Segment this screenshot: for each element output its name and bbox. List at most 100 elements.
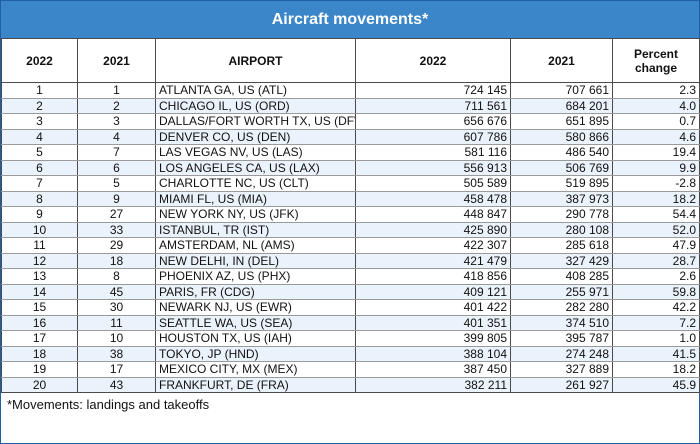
cell-movements-2021: 651 895: [510, 113, 613, 130]
cell-rank-2022: 3: [1, 113, 78, 130]
cell-rank-2022: 19: [1, 361, 78, 378]
table-row: 16 11 SEATTLE WA, US (SEA) 401 351 374 510 7.…: [1, 315, 700, 331]
cell-movements-2021: 261 927: [510, 377, 613, 393]
cell-rank-2022: 9: [1, 206, 78, 223]
cell-rank-2021: 27: [77, 206, 156, 223]
cell-rank-2021: 5: [77, 175, 156, 192]
cell-rank-2022: 17: [1, 330, 78, 347]
cell-rank-2021: 2: [77, 98, 156, 114]
cell-rank-2021: 43: [77, 377, 156, 393]
cell-percent-change: 18.2: [612, 191, 700, 207]
cell-airport: ISTANBUL, TR (IST): [155, 222, 356, 238]
cell-movements-2022: 656 676: [355, 113, 511, 130]
cell-movements-2021: 374 510: [510, 315, 613, 331]
table-title: Aircraft movements*: [1, 1, 699, 38]
table-row: 13 8 PHOENIX AZ, US (PHX) 418 856 408 285 2.6: [1, 268, 700, 285]
cell-airport: NEWARK NJ, US (EWR): [155, 299, 356, 316]
cell-rank-2022: 2: [1, 98, 78, 114]
cell-rank-2021: 18: [77, 253, 156, 269]
cell-rank-2021: 9: [77, 191, 156, 207]
cell-airport: LOS ANGELES CA, US (LAX): [155, 160, 356, 176]
cell-rank-2022: 4: [1, 129, 78, 145]
cell-movements-2022: 409 121: [355, 284, 511, 300]
header-movements-2021: 2021: [510, 38, 613, 83]
cell-airport: FRANKFURT, DE (FRA): [155, 377, 356, 393]
cell-movements-2022: 724 145: [355, 82, 511, 99]
cell-movements-2022: 448 847: [355, 206, 511, 223]
cell-rank-2022: 18: [1, 346, 78, 362]
cell-rank-2021: 3: [77, 113, 156, 130]
table-row: 20 43 FRANKFURT, DE (FRA) 382 211 261 927 45.…: [1, 377, 700, 393]
cell-rank-2022: 12: [1, 253, 78, 269]
cell-rank-2021: 29: [77, 237, 156, 254]
cell-movements-2021: 387 973: [510, 191, 613, 207]
cell-airport: MIAMI FL, US (MIA): [155, 191, 356, 207]
cell-rank-2022: 16: [1, 315, 78, 331]
cell-movements-2022: 401 422: [355, 299, 511, 316]
cell-percent-change: 41.5: [612, 346, 700, 362]
cell-airport: TOKYO, JP (HND): [155, 346, 356, 362]
cell-percent-change: 45.9: [612, 377, 700, 393]
cell-movements-2022: 401 351: [355, 315, 511, 331]
cell-rank-2022: 20: [1, 377, 78, 393]
cell-percent-change: 42.2: [612, 299, 700, 316]
header-airport: AIRPORT: [155, 38, 356, 83]
cell-movements-2022: 607 786: [355, 129, 511, 145]
cell-airport: NEW DELHI, IN (DEL): [155, 253, 356, 269]
table-row: 6 6 LOS ANGELES CA, US (LAX) 556 913 506 769…: [1, 160, 700, 176]
cell-rank-2022: 5: [1, 144, 78, 161]
cell-movements-2022: 425 890: [355, 222, 511, 238]
cell-movements-2021: 580 866: [510, 129, 613, 145]
cell-rank-2021: 30: [77, 299, 156, 316]
cell-movements-2021: 285 618: [510, 237, 613, 254]
cell-rank-2022: 11: [1, 237, 78, 254]
cell-movements-2021: 274 248: [510, 346, 613, 362]
cell-movements-2021: 282 280: [510, 299, 613, 316]
header-movements-2022: 2022: [355, 38, 511, 83]
cell-percent-change: 52.0: [612, 222, 700, 238]
cell-movements-2021: 506 769: [510, 160, 613, 176]
table-row: 14 45 PARIS, FR (CDG) 409 121 255 971 59.8: [1, 284, 700, 300]
table-row: 3 3 DALLAS/FORT WORTH TX, US (DFW) 656 676 6…: [1, 113, 700, 130]
header-percent-change: Percent change: [612, 38, 700, 83]
cell-rank-2022: 14: [1, 284, 78, 300]
table-row: 15 30 NEWARK NJ, US (EWR) 401 422 282 280 42.…: [1, 299, 700, 316]
table-row: 8 9 MIAMI FL, US (MIA) 458 478 387 973 18.2: [1, 191, 700, 207]
cell-rank-2021: 11: [77, 315, 156, 331]
table-row: 18 38 TOKYO, JP (HND) 388 104 274 248 41.5: [1, 346, 700, 362]
cell-airport: CHICAGO IL, US (ORD): [155, 98, 356, 114]
cell-airport: PHOENIX AZ, US (PHX): [155, 268, 356, 285]
cell-movements-2021: 255 971: [510, 284, 613, 300]
cell-percent-change: 18.2: [612, 361, 700, 378]
cell-rank-2021: 4: [77, 129, 156, 145]
cell-percent-change: 59.8: [612, 284, 700, 300]
cell-rank-2021: 17: [77, 361, 156, 378]
cell-airport: DALLAS/FORT WORTH TX, US (DFW): [155, 113, 356, 130]
cell-rank-2022: 6: [1, 160, 78, 176]
cell-airport: ATLANTA GA, US (ATL): [155, 82, 356, 99]
cell-movements-2021: 707 661: [510, 82, 613, 99]
cell-movements-2022: 505 589: [355, 175, 511, 192]
cell-airport: LAS VEGAS NV, US (LAS): [155, 144, 356, 161]
cell-rank-2021: 7: [77, 144, 156, 161]
cell-airport: SEATTLE WA, US (SEA): [155, 315, 356, 331]
cell-airport: PARIS, FR (CDG): [155, 284, 356, 300]
cell-rank-2022: 1: [1, 82, 78, 99]
cell-movements-2022: 422 307: [355, 237, 511, 254]
cell-rank-2022: 7: [1, 175, 78, 192]
cell-percent-change: 19.4: [612, 144, 700, 161]
cell-movements-2022: 581 116: [355, 144, 511, 161]
table-row: 19 17 MEXICO CITY, MX (MEX) 387 450 327 889 1…: [1, 361, 700, 378]
cell-movements-2022: 388 104: [355, 346, 511, 362]
cell-rank-2021: 33: [77, 222, 156, 238]
cell-movements-2022: 458 478: [355, 191, 511, 207]
cell-airport: HOUSTON TX, US (IAH): [155, 330, 356, 347]
cell-percent-change: 4.0: [612, 98, 700, 114]
cell-movements-2021: 290 778: [510, 206, 613, 223]
cell-rank-2022: 13: [1, 268, 78, 285]
table-row: 17 10 HOUSTON TX, US (IAH) 399 805 395 787 1.…: [1, 330, 700, 347]
cell-airport: MEXICO CITY, MX (MEX): [155, 361, 356, 378]
cell-movements-2021: 486 540: [510, 144, 613, 161]
cell-movements-2021: 408 285: [510, 268, 613, 285]
cell-percent-change: 2.6: [612, 268, 700, 285]
